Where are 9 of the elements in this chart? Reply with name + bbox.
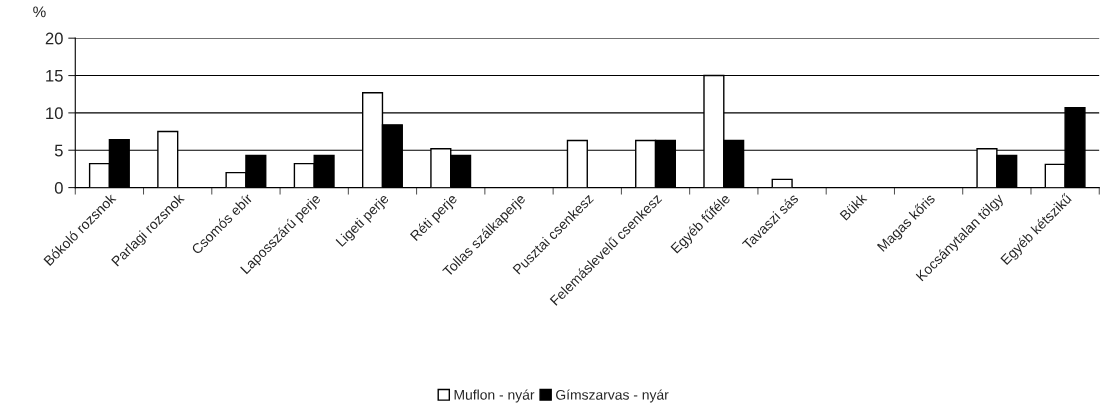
bar — [771, 178, 793, 188]
y-tick-label: 0 — [54, 181, 63, 194]
y-axis-title: % — [33, 6, 46, 18]
y-tick-label: 10 — [46, 107, 63, 120]
legend-label: Muflon - nyár — [454, 389, 535, 403]
y-tick-label: 20 — [45, 32, 63, 45]
legend-label: Gímszarvas - nyár — [556, 389, 669, 403]
y-tick-label: 15 — [46, 70, 63, 82]
y-tick-label: 5 — [54, 144, 63, 157]
